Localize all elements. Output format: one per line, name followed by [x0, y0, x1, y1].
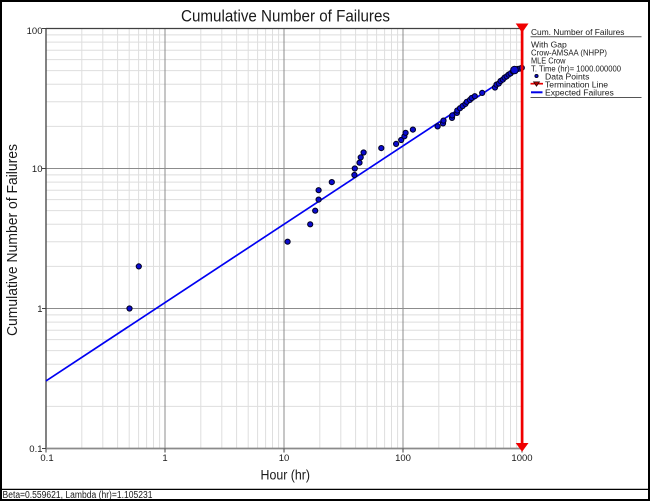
svg-text:0.1: 0.1: [40, 453, 53, 464]
svg-text:1: 1: [162, 453, 167, 464]
svg-text:Cumulative Number of Failures: Cumulative Number of Failures: [181, 7, 390, 26]
svg-text:10: 10: [32, 164, 43, 175]
svg-text:Data Points: Data Points: [545, 71, 589, 81]
svg-text:MLE Crow: MLE Crow: [531, 55, 566, 65]
svg-text:100: 100: [27, 26, 43, 37]
svg-text:10: 10: [279, 453, 290, 464]
svg-text:0.1: 0.1: [29, 444, 42, 455]
svg-text:Expected Failures: Expected Failures: [545, 87, 614, 97]
svg-text:Cumulative Number of Failures: Cumulative Number of Failures: [5, 144, 21, 336]
svg-text:Termination Line: Termination Line: [545, 79, 608, 89]
svg-text:With Gap: With Gap: [531, 39, 567, 49]
svg-text:1000: 1000: [511, 453, 532, 464]
svg-text:1: 1: [37, 304, 42, 315]
svg-text:T. Time (hr)= 1000.000000: T. Time (hr)= 1000.000000: [531, 63, 621, 73]
svg-text:Beta=0.559621, Lambda (hr)=1.1: Beta=0.559621, Lambda (hr)=1.105231: [3, 490, 153, 501]
svg-text:Cum. Number of Failures: Cum. Number of Failures: [531, 27, 625, 37]
svg-text:Hour (hr): Hour (hr): [261, 467, 311, 483]
svg-text:Crow-AMSAA (NHPP): Crow-AMSAA (NHPP): [531, 47, 607, 57]
svg-text:100: 100: [395, 453, 411, 464]
